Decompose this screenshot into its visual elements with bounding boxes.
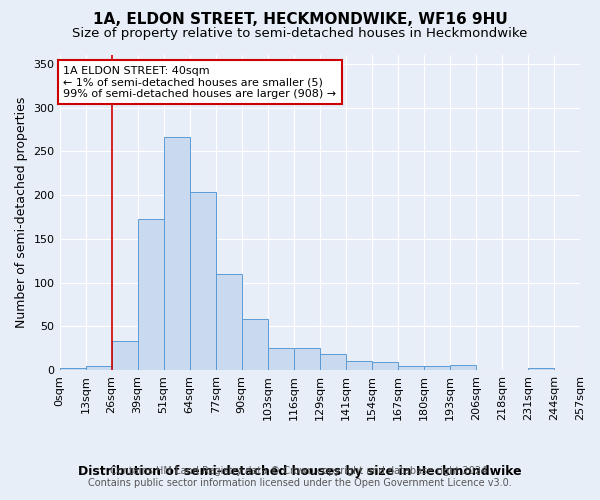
Text: Contains HM Land Registry data © Crown copyright and database right 2024.
Contai: Contains HM Land Registry data © Crown c… <box>88 466 512 487</box>
Bar <box>294 348 320 370</box>
Text: 1A, ELDON STREET, HECKMONDWIKE, WF16 9HU: 1A, ELDON STREET, HECKMONDWIKE, WF16 9HU <box>92 12 508 28</box>
Bar <box>59 368 86 370</box>
Bar <box>242 320 268 370</box>
Bar <box>215 274 242 370</box>
Bar <box>320 354 346 370</box>
Bar <box>424 366 450 370</box>
Text: Size of property relative to semi-detached houses in Heckmondwike: Size of property relative to semi-detach… <box>73 28 527 40</box>
Text: Distribution of semi-detached houses by size in Heckmondwike: Distribution of semi-detached houses by … <box>78 465 522 478</box>
Y-axis label: Number of semi-detached properties: Number of semi-detached properties <box>15 97 28 328</box>
Bar <box>86 366 112 370</box>
Bar <box>137 218 164 370</box>
Bar <box>164 138 190 370</box>
Bar <box>528 368 554 370</box>
Bar <box>372 362 398 370</box>
Bar <box>268 348 294 370</box>
Bar <box>450 365 476 370</box>
Bar <box>398 366 424 370</box>
Text: 1A ELDON STREET: 40sqm
← 1% of semi-detached houses are smaller (5)
99% of semi-: 1A ELDON STREET: 40sqm ← 1% of semi-deta… <box>64 66 337 98</box>
Bar <box>346 362 372 370</box>
Bar <box>190 192 215 370</box>
Bar <box>112 341 137 370</box>
